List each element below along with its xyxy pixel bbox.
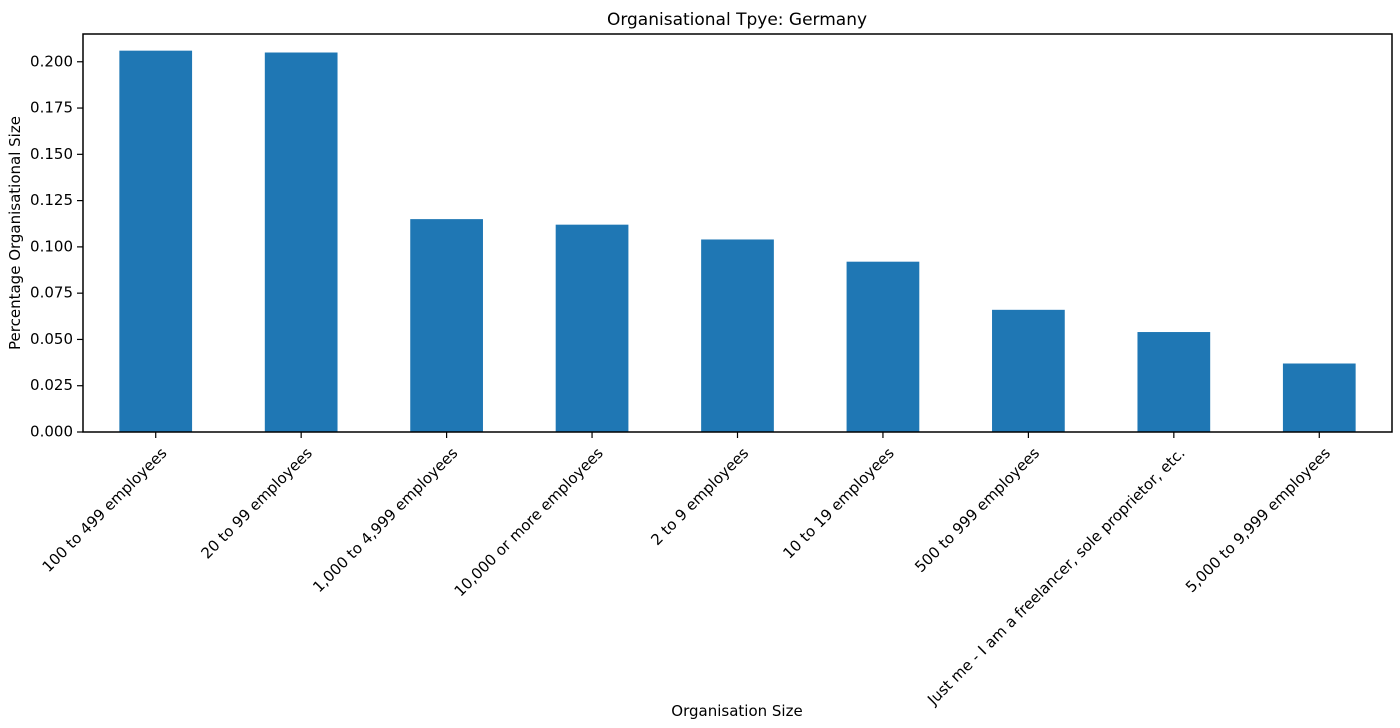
- y-tick-label: 0.025: [30, 376, 73, 394]
- x-tick-label: 500 to 999 employees: [911, 444, 1043, 576]
- bar: [846, 261, 920, 432]
- x-tick-label: Just me - I am a freelancer, sole propri…: [923, 444, 1188, 709]
- bar: [1282, 363, 1356, 432]
- y-axis: 0.000 0.025 0.050 0.075 0.100 0.125 0.150 0.175…: [30, 52, 83, 441]
- y-tick-label: 0.175: [30, 99, 73, 117]
- bars-group: [119, 50, 1356, 432]
- x-tick-label: 10,000 or more employees: [451, 444, 607, 600]
- x-axis: 100 to 499 employees 20 to 99 employees1,…: [39, 432, 1334, 709]
- bar: [1137, 332, 1211, 432]
- plot-frame: [82, 33, 1393, 433]
- x-tick-label: 1,000 to 4,999 employees: [309, 444, 461, 596]
- y-tick-label: 0.000: [30, 423, 73, 441]
- x-tick-label: 100 to 499 employees: [39, 444, 171, 576]
- bar: [555, 224, 629, 432]
- x-tick-label: 10 to 19 employees: [779, 444, 897, 562]
- bar: [264, 52, 338, 432]
- x-axis-title: Organisation Size: [671, 702, 802, 720]
- x-tick-label: 20 to 99 employees: [198, 444, 316, 562]
- x-tick-label: 5,000 to 9,999 employees: [1182, 444, 1334, 596]
- y-tick-label: 0.050: [30, 330, 73, 348]
- y-tick-label: 0.200: [30, 52, 73, 70]
- chart-title: Organisational Tpye: Germany: [607, 10, 867, 30]
- y-tick-label: 0.100: [30, 237, 73, 255]
- y-axis-title: Percentage Organisational Size: [6, 116, 24, 350]
- bar: [701, 239, 774, 432]
- bar: [410, 219, 483, 432]
- bar: [119, 50, 193, 432]
- bar: [992, 309, 1065, 432]
- y-tick-label: 0.125: [30, 191, 73, 209]
- y-tick-label: 0.150: [30, 145, 73, 163]
- x-tick-label: 2 to 9 employees: [647, 444, 752, 549]
- y-tick-label: 0.075: [30, 284, 73, 302]
